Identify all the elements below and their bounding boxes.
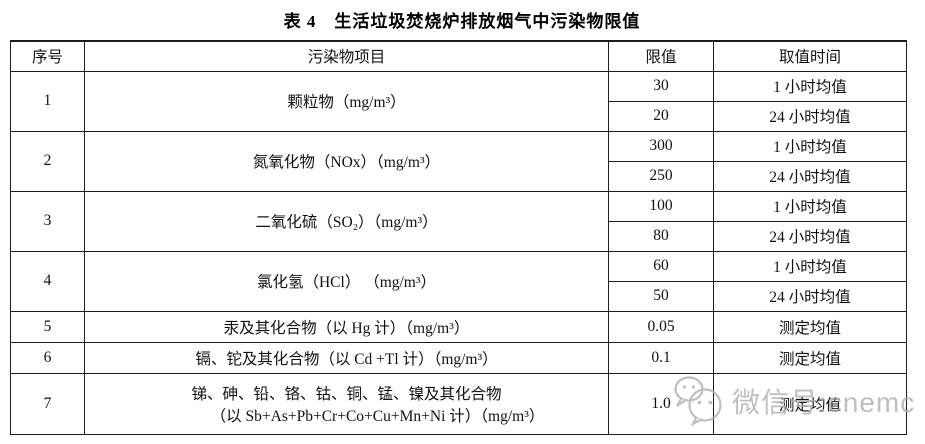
table-row: 3 二氧化硫（SO₂）（mg/m³） 100 1 小时均值 bbox=[10, 190, 907, 252]
averaging-time: 测定均值 bbox=[713, 372, 907, 435]
table-row: 7 锑、砷、铅、铬、钴、铜、锰、镍及其化合物 （以 Sb+As+Pb+Cr+Co… bbox=[10, 372, 907, 435]
pollutant-item-line1: 锑、砷、铅、铬、钴、铜、锰、镍及其化合物 bbox=[191, 385, 502, 403]
pollutant-item: 二氧化硫（SO₂）（mg/m³） bbox=[84, 190, 609, 252]
pollutant-item: 颗粒物（mg/m³） bbox=[84, 70, 609, 132]
row-no: 1 bbox=[10, 70, 85, 132]
header-no: 序号 bbox=[10, 40, 85, 72]
limit-value: 50 bbox=[608, 280, 714, 312]
row-no: 2 bbox=[10, 130, 85, 192]
table-header-row: 序号 污染物项目 限值 取值时间 bbox=[10, 40, 907, 72]
averaging-time: 24 小时均值 bbox=[713, 100, 907, 132]
pollutant-item: 氯化氢（HCl） （mg/m³） bbox=[84, 250, 609, 312]
table-row: 2 氮氧化物（NOx）（mg/m³） 300 1 小时均值 bbox=[10, 130, 907, 192]
pollutant-item-line2: （以 Sb+As+Pb+Cr+Co+Cu+Mn+Ni 计）（mg/m³） bbox=[210, 407, 545, 425]
pollutant-item: 汞及其化合物（以 Hg 计）（mg/m³） bbox=[84, 310, 609, 343]
pollutant-item: 镉、铊及其化合物（以 Cd +Tl 计）（mg/m³） bbox=[84, 341, 609, 374]
table-row: 1 颗粒物（mg/m³） 30 1 小时均值 bbox=[10, 70, 907, 132]
averaging-time: 1 小时均值 bbox=[713, 130, 907, 162]
averaging-time: 1 小时均值 bbox=[713, 70, 907, 102]
table-row: 4 氯化氢（HCl） （mg/m³） 60 1 小时均值 bbox=[10, 250, 907, 312]
limit-value: 300 bbox=[608, 130, 714, 162]
averaging-time: 1 小时均值 bbox=[713, 190, 907, 222]
row-no: 3 bbox=[10, 190, 85, 252]
limit-value: 30 bbox=[608, 70, 714, 102]
table-title: 表 4 生活垃圾焚烧炉排放烟气中污染物限值 bbox=[283, 12, 641, 31]
averaging-time: 1 小时均值 bbox=[713, 250, 907, 282]
averaging-time: 24 小时均值 bbox=[713, 160, 907, 192]
pollutant-limits-table: 序号 污染物项目 限值 取值时间 1 颗粒物（mg/m³） 30 1 小时均值 … bbox=[10, 40, 907, 435]
limit-value: 80 bbox=[608, 220, 714, 252]
limit-value: 0.05 bbox=[608, 310, 714, 343]
limit-value: 20 bbox=[608, 100, 714, 132]
limit-value: 60 bbox=[608, 250, 714, 282]
limit-value: 100 bbox=[608, 190, 714, 222]
table-row: 20 24 小时均值 bbox=[11, 100, 907, 132]
header-item: 污染物项目 bbox=[84, 40, 609, 72]
pollutant-item: 锑、砷、铅、铬、钴、铜、锰、镍及其化合物 （以 Sb+As+Pb+Cr+Co+C… bbox=[84, 372, 609, 435]
table-row: 250 24 小时均值 bbox=[11, 160, 907, 192]
limit-value: 250 bbox=[608, 160, 714, 192]
averaging-time: 24 小时均值 bbox=[713, 280, 907, 312]
header-time: 取值时间 bbox=[713, 40, 907, 72]
row-no: 4 bbox=[10, 250, 85, 312]
row-no: 7 bbox=[10, 372, 85, 435]
limit-value: 1.0 bbox=[608, 372, 714, 435]
averaging-time: 测定均值 bbox=[713, 310, 907, 343]
table-row: 80 24 小时均值 bbox=[11, 220, 907, 252]
averaging-time: 24 小时均值 bbox=[713, 220, 907, 252]
pollutant-item: 氮氧化物（NOx）（mg/m³） bbox=[84, 130, 609, 192]
limit-value: 0.1 bbox=[608, 341, 714, 374]
averaging-time: 测定均值 bbox=[713, 341, 907, 374]
header-limit: 限值 bbox=[608, 40, 714, 72]
row-no: 6 bbox=[10, 341, 85, 374]
table-row: 50 24 小时均值 bbox=[11, 280, 907, 312]
table-row: 6 镉、铊及其化合物（以 Cd +Tl 计）（mg/m³） 0.1 测定均值 bbox=[10, 341, 907, 374]
table-row: 5 汞及其化合物（以 Hg 计）（mg/m³） 0.05 测定均值 bbox=[10, 310, 907, 343]
row-no: 5 bbox=[10, 310, 85, 343]
